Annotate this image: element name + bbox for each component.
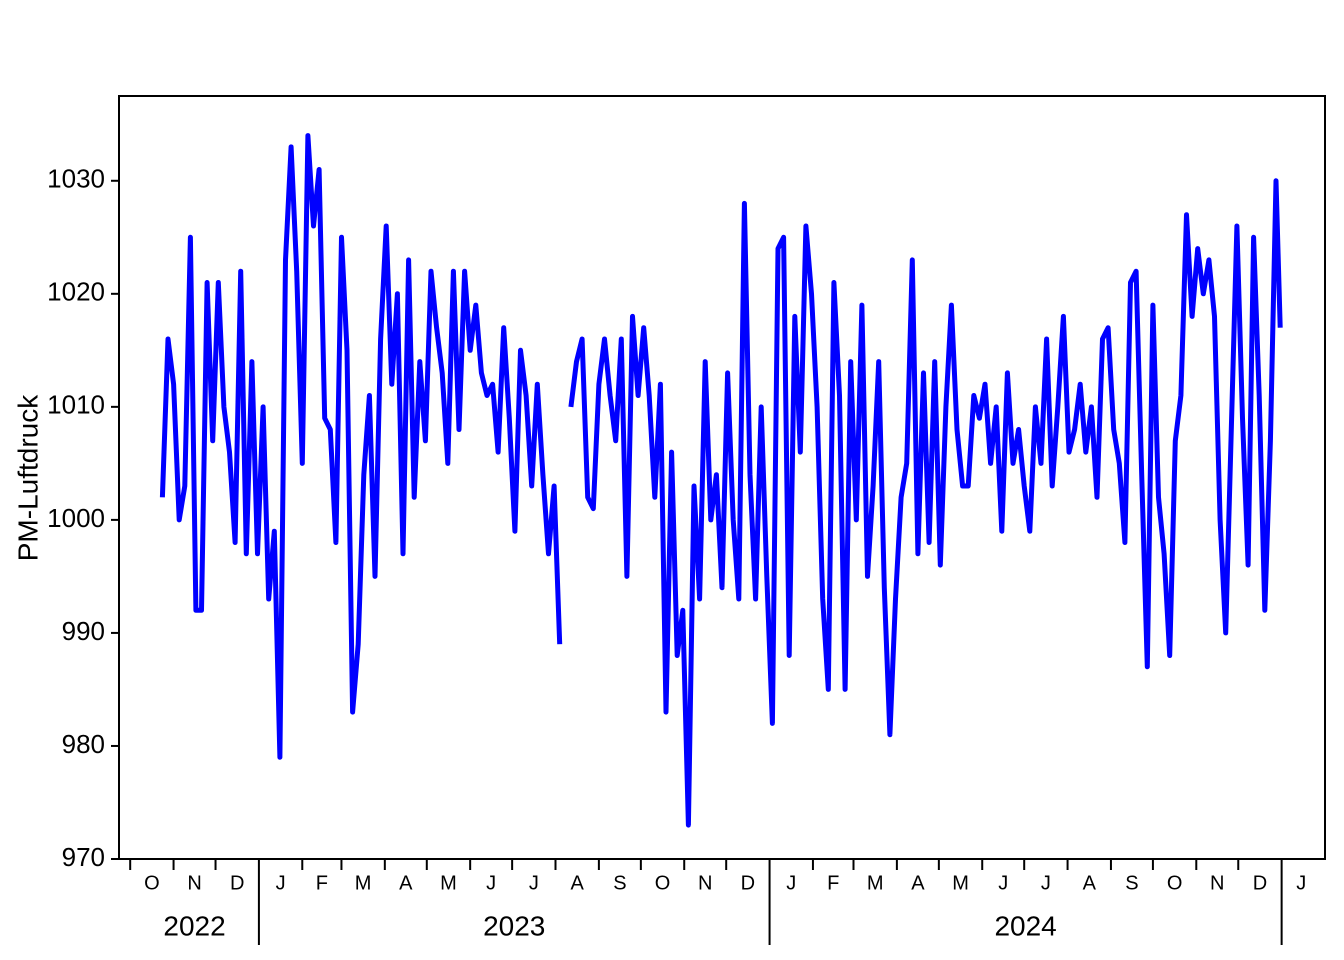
y-tick-label: 970 (62, 842, 105, 872)
x-tick-label: S (613, 872, 626, 894)
x-tick-label: A (571, 872, 585, 894)
x-tick-label: F (827, 872, 839, 894)
year-label: 2023 (483, 910, 545, 941)
x-tick-label: M (867, 872, 884, 894)
x-tick-label: D (1253, 872, 1267, 894)
data-line (159, 133, 1283, 828)
x-tick-label: O (1167, 872, 1183, 894)
year-label: 2024 (994, 910, 1056, 941)
x-tick-label: M (440, 872, 457, 894)
x-tick-label: J (998, 872, 1008, 894)
x-tick-label: J (529, 872, 539, 894)
y-tick-label: 1010 (47, 390, 105, 420)
x-tick-label: A (399, 872, 413, 894)
x-tick-label: M (952, 872, 969, 894)
x-tick-label: J (276, 872, 286, 894)
x-tick-label: J (1041, 872, 1051, 894)
x-tick-label: N (698, 872, 712, 894)
x-tick-label: A (1083, 872, 1097, 894)
x-tick-label: N (187, 872, 201, 894)
y-tick-label: 980 (62, 729, 105, 759)
x-tick-label: J (786, 872, 796, 894)
y-tick-label: 1030 (47, 164, 105, 194)
x-tick-label: J (486, 872, 496, 894)
y-tick-label: 1020 (47, 277, 105, 307)
x-tick-label: O (655, 872, 671, 894)
x-tick-label: D (230, 872, 244, 894)
y-tick-label: 990 (62, 616, 105, 646)
x-tick-label: M (355, 872, 372, 894)
x-tick-label: F (316, 872, 328, 894)
x-tick-label: N (1210, 872, 1224, 894)
x-tick-label: O (144, 872, 160, 894)
y-tick-label: 1000 (47, 503, 105, 533)
x-tick-label: J (1296, 872, 1306, 894)
x-tick-label: D (741, 872, 755, 894)
y-axis-label: PM-Luftdruck (12, 394, 43, 561)
x-tick-label: A (911, 872, 925, 894)
year-label: 2022 (163, 910, 225, 941)
x-tick-label: S (1125, 872, 1138, 894)
